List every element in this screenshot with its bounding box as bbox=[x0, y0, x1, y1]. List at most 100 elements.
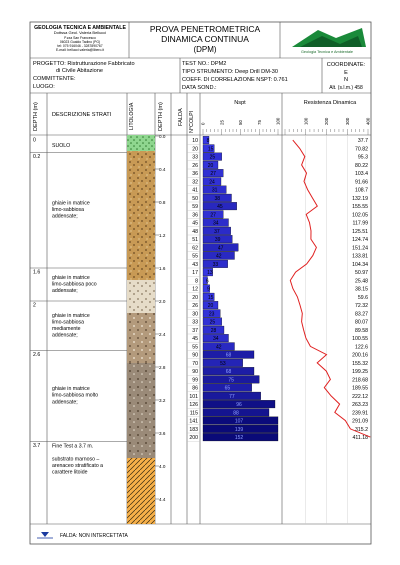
stratum-description: substrato marnoso – bbox=[52, 456, 99, 462]
stratum-description: ghiaie in matrice bbox=[52, 386, 90, 392]
gravel-medium-layer bbox=[127, 313, 155, 363]
nspt-bar bbox=[202, 160, 219, 169]
nspt-bar bbox=[202, 334, 229, 343]
nspt-value: 88 bbox=[233, 410, 239, 416]
ncolpi-value: 183 bbox=[189, 427, 198, 433]
resistance-value: 100.55 bbox=[352, 336, 368, 342]
stratum-description: Fine Test a 3.7 m. bbox=[52, 443, 93, 449]
resistance-value: 133.81 bbox=[352, 254, 368, 260]
nspt-bar bbox=[202, 400, 276, 409]
nspt-bar bbox=[202, 193, 232, 202]
sheet-frame bbox=[29, 21, 372, 545]
resistance-tick-label: 200 bbox=[324, 117, 329, 125]
nspt-value: 37 bbox=[214, 229, 220, 235]
nspt-value: 42 bbox=[216, 254, 222, 260]
resistance-value: 72.32 bbox=[355, 303, 368, 309]
resistance-axis-ticks: 100 200 300 400 bbox=[284, 117, 371, 135]
progetto-label: PROGETTO: Ristrutturazione Fabbricato bbox=[33, 61, 135, 67]
ncolpi-value: 90 bbox=[192, 369, 198, 375]
nspt-tick-label: 50 bbox=[238, 120, 243, 125]
nspt-bar bbox=[202, 383, 252, 392]
stratum-description: addensate; bbox=[52, 333, 78, 339]
company-block: GEOLOGIA TECNICA E AMBIENTALE Dottssa Ge… bbox=[34, 25, 126, 52]
nspt-value: 53 bbox=[220, 361, 226, 367]
ncolpi-value: 17 bbox=[192, 270, 198, 276]
nspt-value: 96 bbox=[236, 402, 242, 408]
ncolpi-value: 51 bbox=[192, 237, 198, 243]
nspt-value: 8 bbox=[207, 138, 210, 144]
title-line2: DINAMICA CONTINUA bbox=[161, 34, 249, 44]
nspt-value: 15 bbox=[208, 146, 214, 152]
ncolpi-value: 101 bbox=[189, 394, 198, 400]
depth-tick-label: 1.2 bbox=[159, 233, 166, 238]
nspt-bar bbox=[202, 317, 222, 326]
company-email: E-mail: bellucci.valeria@libero.it bbox=[56, 48, 104, 52]
nspt-bar bbox=[202, 301, 219, 310]
depth-tick-label: 2.8 bbox=[159, 365, 166, 370]
nspt-bar bbox=[202, 185, 227, 194]
resistance-value: 122.6 bbox=[355, 344, 368, 350]
resistance-curve bbox=[289, 139, 371, 438]
nspt-value: 47 bbox=[218, 245, 224, 251]
ncolpi-value: 32 bbox=[192, 179, 198, 185]
nspt-value: 31 bbox=[212, 188, 218, 194]
stratum-description: limo-sabbiosa bbox=[52, 319, 84, 325]
depth-tick-label: 0.8 bbox=[159, 200, 166, 205]
coordinate-e: E bbox=[344, 70, 348, 76]
depth-tick-label: 4.0 bbox=[159, 464, 166, 469]
stratum-description: ghiaie in matrice bbox=[52, 313, 90, 319]
test-number: TEST NO.: DPM2 bbox=[182, 61, 226, 67]
nspt-bar bbox=[202, 152, 222, 161]
nspt-bar bbox=[202, 218, 229, 227]
resistance-tick-label: 100 bbox=[303, 117, 308, 125]
stratum-description: mediamente bbox=[52, 326, 81, 332]
ncolpi-value: 36 bbox=[192, 171, 198, 177]
nspt-value: 65 bbox=[225, 386, 231, 392]
resistance-value: 103.4 bbox=[355, 171, 368, 177]
nspt-value: 25 bbox=[210, 155, 216, 161]
header-resistance: Resistenza Dinamica bbox=[304, 100, 357, 106]
depth-tick-label: 4.4 bbox=[159, 497, 166, 502]
resistance-value: 239.91 bbox=[352, 410, 368, 416]
company-name: GEOLOGIA TECNICA E AMBIENTALE bbox=[34, 25, 126, 31]
nspt-value: 68 bbox=[226, 369, 232, 375]
resistance-tick-label: 300 bbox=[345, 117, 350, 125]
nspt-value: 9 bbox=[207, 287, 210, 293]
nspt-value: 77 bbox=[229, 394, 235, 400]
depth-tick-label: 0.0 bbox=[159, 134, 166, 139]
nspt-tick-label: 75 bbox=[257, 120, 262, 125]
instrument-type: TIPO STRUMENTO: Deep Drill DM-30 bbox=[182, 69, 278, 75]
ncolpi-value: 37 bbox=[192, 328, 198, 334]
depth-tick-label: 1.6 bbox=[159, 266, 166, 271]
nspt-value: 20 bbox=[208, 163, 214, 169]
nspt-value: 15 bbox=[208, 295, 214, 301]
company-address2: 06023 Gualdo Tadino (PG) bbox=[60, 40, 100, 44]
resistance-value: 411.18 bbox=[353, 435, 369, 441]
resistance-value: 108.7 bbox=[355, 188, 368, 194]
stratum-depth: 3.7 bbox=[33, 443, 40, 449]
resistance-value: 70.82 bbox=[355, 146, 368, 152]
header-falda: FALDA bbox=[178, 108, 184, 126]
company-person: Dottssa Geol. Valeria Bellucci bbox=[54, 30, 107, 35]
nspt-value: 42 bbox=[216, 344, 222, 350]
nspt-bar bbox=[202, 391, 261, 400]
depth-tick-label: 2.4 bbox=[159, 332, 166, 337]
ncolpi-value: 90 bbox=[192, 353, 198, 359]
nspt-bar bbox=[202, 350, 255, 359]
lithology-column bbox=[127, 135, 155, 524]
nspt-bar bbox=[202, 276, 208, 285]
resistance-value: 59.6 bbox=[358, 295, 368, 301]
nspt-coefficient: COEFF. DI CORRELAZIONE NSPT: 0.761 bbox=[182, 77, 288, 83]
header-ncolpi: N°COLPI bbox=[189, 111, 195, 133]
resistance-tick-label: 400 bbox=[366, 117, 371, 125]
stratum-description: carattere litoide bbox=[52, 470, 88, 476]
nspt-bar bbox=[202, 367, 255, 376]
ncolpi-value: 70 bbox=[192, 361, 198, 367]
ncolpi-value: 8 bbox=[195, 278, 198, 284]
nspt-bar bbox=[202, 433, 279, 442]
coordinates-title: COORDINATE: bbox=[327, 62, 366, 68]
resistance-value: 222.12 bbox=[352, 394, 368, 400]
ncolpi-value: 10 bbox=[192, 138, 198, 144]
ncolpi-value: 115 bbox=[190, 410, 198, 416]
stratum-depth: 2 bbox=[33, 303, 36, 309]
